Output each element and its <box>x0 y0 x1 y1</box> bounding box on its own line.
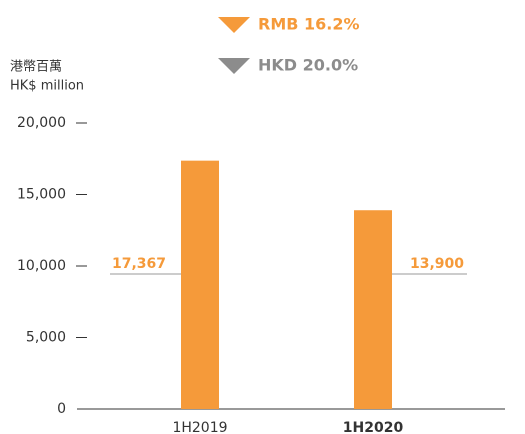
value-label: 17,367 <box>112 256 166 272</box>
y-tick-label: 20,000 <box>17 115 66 131</box>
down-triangle <box>218 17 250 33</box>
x-tick-label: 1H2019 <box>172 420 227 434</box>
down-triangle <box>218 58 250 74</box>
annotation: HKD 20.0% <box>258 56 358 75</box>
y-axis-label: HK$ million <box>10 79 84 94</box>
y-tick-label: 15,000 <box>17 187 66 203</box>
x-tick-label: 1H2020 <box>343 420 404 434</box>
y-axis-label: 港幣百萬 <box>10 60 62 75</box>
bar <box>181 160 219 409</box>
bar <box>354 210 392 409</box>
annotation: RMB 16.2% <box>258 15 360 34</box>
value-label: 13,900 <box>410 256 464 272</box>
y-tick-label: 5,000 <box>26 330 66 346</box>
y-tick-label: 10,000 <box>17 258 66 274</box>
y-tick-label: 0 <box>57 401 66 417</box>
